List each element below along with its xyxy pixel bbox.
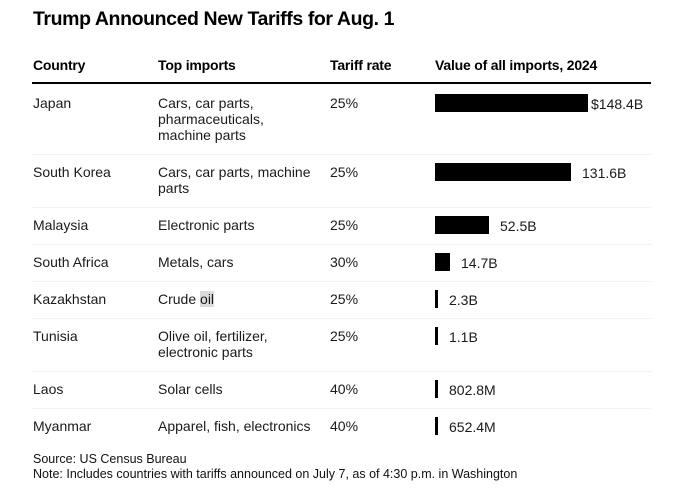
tariff-rate-cell: 30%	[330, 254, 359, 270]
country-cell: Japan	[33, 95, 72, 111]
value-bar	[435, 380, 438, 398]
top-imports-line: Apparel, fish, electronics	[158, 418, 311, 434]
value-bar	[435, 94, 588, 112]
tariff-rate-cell: 25%	[330, 95, 359, 111]
value-label: 1.1B	[449, 329, 478, 345]
top-imports-cell: Solar cells	[158, 381, 323, 397]
top-imports-line: Cars, car parts,	[158, 95, 254, 111]
column-header-tariff-rate: Tariff rate	[330, 57, 392, 73]
country-cell: South Korea	[33, 164, 111, 180]
value-label: 802.8M	[449, 382, 496, 398]
top-imports-line: Solar cells	[158, 381, 223, 397]
top-imports-line: electronic parts	[158, 344, 253, 360]
column-header-top-imports: Top imports	[158, 57, 236, 73]
row-divider	[32, 281, 651, 282]
top-imports-line: pharmaceuticals,	[158, 111, 264, 127]
value-bar	[435, 290, 438, 308]
country-cell: Tunisia	[33, 328, 78, 344]
value-label: 2.3B	[449, 292, 478, 308]
country-cell: South Africa	[33, 254, 109, 270]
value-label: 652.4M	[449, 419, 496, 435]
tariff-rate-cell: 25%	[330, 328, 359, 344]
source-note: Source: US Census Bureau	[33, 452, 187, 466]
country-cell: Myanmar	[33, 418, 92, 434]
import-text: Crude	[158, 291, 201, 307]
value-label: 131.6B	[582, 165, 627, 181]
row-divider	[32, 371, 651, 372]
top-imports-line: Metals, cars	[158, 254, 234, 270]
value-bar	[435, 163, 571, 181]
top-imports-line: parts	[158, 180, 190, 196]
value-bar	[435, 327, 438, 345]
column-header-value: Value of all imports, 2024	[435, 57, 598, 73]
top-imports-cell: Cars, car parts, pharmaceuticals, machine …	[158, 95, 323, 143]
top-imports-cell: Electronic parts	[158, 217, 323, 233]
chart-title: Trump Announced New Tariffs for Aug. 1	[33, 8, 395, 30]
top-imports-line: Electronic parts	[158, 217, 255, 233]
top-imports-line: machine parts	[158, 127, 246, 143]
value-bar	[435, 253, 450, 271]
tariff-rate-cell: 25%	[330, 164, 359, 180]
value-label: $148.4B	[591, 96, 644, 112]
tariff-rate-cell: 25%	[330, 217, 359, 233]
row-divider	[32, 408, 651, 409]
tariff-rate-cell: 25%	[330, 291, 359, 307]
value-label: 52.5B	[500, 218, 537, 234]
tariff-rate-cell: 40%	[330, 418, 359, 434]
value-label: 14.7B	[461, 255, 498, 271]
top-imports-cell: Olive oil, fertilizer, electronic parts	[158, 328, 323, 360]
value-bar	[435, 216, 489, 234]
column-header-country: Country	[33, 57, 86, 73]
tariff-rate-cell: 40%	[330, 381, 359, 397]
country-cell: Malaysia	[33, 217, 89, 233]
row-divider	[32, 318, 651, 319]
top-imports-cell: Metals, cars	[158, 254, 323, 270]
country-cell: Kazakhstan	[33, 291, 107, 307]
header-divider	[32, 82, 651, 84]
top-imports-line: Olive oil, fertilizer,	[158, 328, 268, 344]
top-imports-cell: Apparel, fish, electronics	[158, 418, 323, 434]
row-divider	[32, 207, 651, 208]
row-divider	[32, 154, 651, 155]
highlighted-text: oil	[200, 291, 215, 307]
top-imports-line: Cars, car parts, machine	[158, 164, 311, 180]
value-bar	[435, 417, 438, 435]
top-imports-line: Crude oil	[158, 291, 323, 307]
country-cell: Laos	[33, 381, 64, 397]
top-imports-cell: Cars, car parts, machine parts	[158, 164, 323, 196]
row-divider	[32, 244, 651, 245]
top-imports-cell: Crude oil	[158, 291, 323, 307]
footnote: Note: Includes countries with tariffs an…	[33, 467, 518, 481]
